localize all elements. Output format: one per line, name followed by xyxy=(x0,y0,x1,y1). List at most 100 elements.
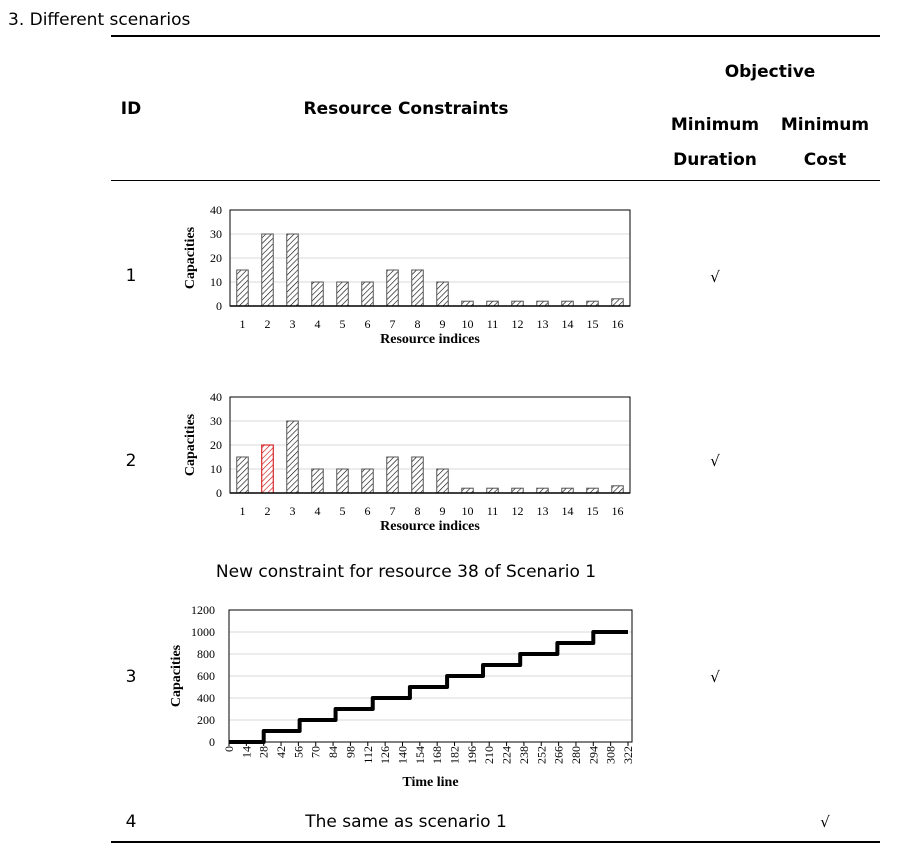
bar xyxy=(436,281,449,307)
bar xyxy=(436,468,449,494)
y-axis-label: Capacities xyxy=(183,226,198,289)
x-tick-label: 13 xyxy=(537,317,549,331)
row-id: 3 xyxy=(125,667,137,687)
header-rule xyxy=(111,180,880,181)
bar xyxy=(236,456,249,494)
bar xyxy=(411,269,424,307)
x-tick-label: 70 xyxy=(309,746,323,758)
scenario-4-constraint: The same as scenario 1 xyxy=(305,812,507,832)
x-tick-label: 4 xyxy=(315,504,321,518)
header-min-duration-1: Minimum xyxy=(670,115,760,135)
x-tick-label: 210 xyxy=(482,746,496,764)
x-tick-label: 4 xyxy=(315,317,321,331)
x-tick-label: 3 xyxy=(290,317,296,331)
row-id: 4 xyxy=(125,812,137,832)
x-tick-label: 28 xyxy=(257,746,271,758)
y-tick-label: 10 xyxy=(210,462,222,476)
x-tick-label: 16 xyxy=(612,504,624,518)
header-objective: Objective xyxy=(724,62,816,82)
x-tick-label: 182 xyxy=(448,746,462,764)
y-tick-label: 800 xyxy=(197,647,215,661)
x-tick-label: 0 xyxy=(222,746,236,752)
header-min-cost-2: Cost xyxy=(803,150,847,170)
y-tick-label: 30 xyxy=(210,227,222,241)
x-tick-label: 8 xyxy=(415,317,421,331)
bar xyxy=(311,468,324,494)
bar xyxy=(261,233,274,307)
y-tick-label: 400 xyxy=(197,691,215,705)
x-axis-label: Resource indices xyxy=(380,332,480,347)
y-tick-label: 1200 xyxy=(191,603,215,617)
header-id: ID xyxy=(120,99,142,119)
table-top-rule xyxy=(111,35,880,37)
section-title: 3. Different scenarios xyxy=(8,10,191,30)
x-tick-label: 322 xyxy=(621,746,635,764)
header-resource-constraints: Resource Constraints xyxy=(303,99,509,119)
y-tick-label: 30 xyxy=(210,414,222,428)
y-tick-label: 10 xyxy=(210,275,222,289)
duration-check: √ xyxy=(710,452,720,470)
y-tick-label: 0 xyxy=(209,735,215,749)
x-tick-label: 9 xyxy=(440,317,446,331)
x-tick-label: 15 xyxy=(587,317,599,331)
x-tick-label: 9 xyxy=(440,504,446,518)
x-tick-label: 14 xyxy=(562,317,574,331)
x-tick-label: 294 xyxy=(586,746,600,764)
x-tick-label: 112 xyxy=(361,746,375,764)
table-bottom-rule xyxy=(111,841,880,843)
y-tick-label: 40 xyxy=(210,203,222,217)
x-tick-label: 252 xyxy=(534,746,548,764)
bar xyxy=(611,298,624,307)
x-tick-label: 15 xyxy=(587,504,599,518)
y-tick-label: 0 xyxy=(216,299,222,313)
x-tick-label: 2 xyxy=(265,504,271,518)
x-tick-label: 238 xyxy=(517,746,531,764)
row-id: 2 xyxy=(125,451,137,471)
y-tick-label: 20 xyxy=(210,438,222,452)
x-tick-label: 12 xyxy=(512,317,524,331)
x-tick-label: 7 xyxy=(390,504,396,518)
header-min-duration-2: Duration xyxy=(673,150,757,170)
x-tick-label: 16 xyxy=(612,317,624,331)
x-tick-label: 224 xyxy=(500,746,514,764)
bar xyxy=(386,456,399,494)
step-line xyxy=(229,630,628,744)
x-tick-label: 266 xyxy=(552,746,566,764)
bar xyxy=(361,281,374,307)
y-tick-label: 40 xyxy=(210,390,222,404)
bar xyxy=(261,444,274,494)
bar xyxy=(286,420,299,494)
x-axis-label: Resource indices xyxy=(380,519,480,534)
bar xyxy=(336,281,349,307)
duration-check: √ xyxy=(710,268,720,286)
y-axis-label: Capacities xyxy=(169,644,184,707)
y-axis-label: Capacities xyxy=(183,413,198,476)
bar xyxy=(236,269,249,307)
x-tick-label: 6 xyxy=(365,504,371,518)
header-min-cost-1: Minimum xyxy=(780,115,870,135)
x-tick-label: 84 xyxy=(326,746,340,758)
x-tick-label: 5 xyxy=(340,317,346,331)
x-tick-label: 140 xyxy=(395,746,409,764)
x-tick-label: 154 xyxy=(413,746,427,764)
y-tick-label: 600 xyxy=(197,669,215,683)
x-tick-label: 7 xyxy=(390,317,396,331)
x-tick-label: 13 xyxy=(537,504,549,518)
plot-area xyxy=(228,609,633,743)
x-tick-label: 8 xyxy=(415,504,421,518)
y-tick-label: 20 xyxy=(210,251,222,265)
x-tick-label: 126 xyxy=(378,746,392,764)
x-tick-label: 98 xyxy=(343,746,357,758)
bar xyxy=(411,456,424,494)
x-tick-label: 308 xyxy=(604,746,618,764)
bar xyxy=(611,485,624,494)
x-tick-label: 14 xyxy=(239,746,253,758)
bar xyxy=(336,468,349,494)
x-tick-label: 280 xyxy=(569,746,583,764)
x-tick-label: 11 xyxy=(487,504,499,518)
x-tick-label: 12 xyxy=(512,504,524,518)
x-tick-label: 10 xyxy=(462,504,474,518)
x-tick-label: 1 xyxy=(240,504,246,518)
